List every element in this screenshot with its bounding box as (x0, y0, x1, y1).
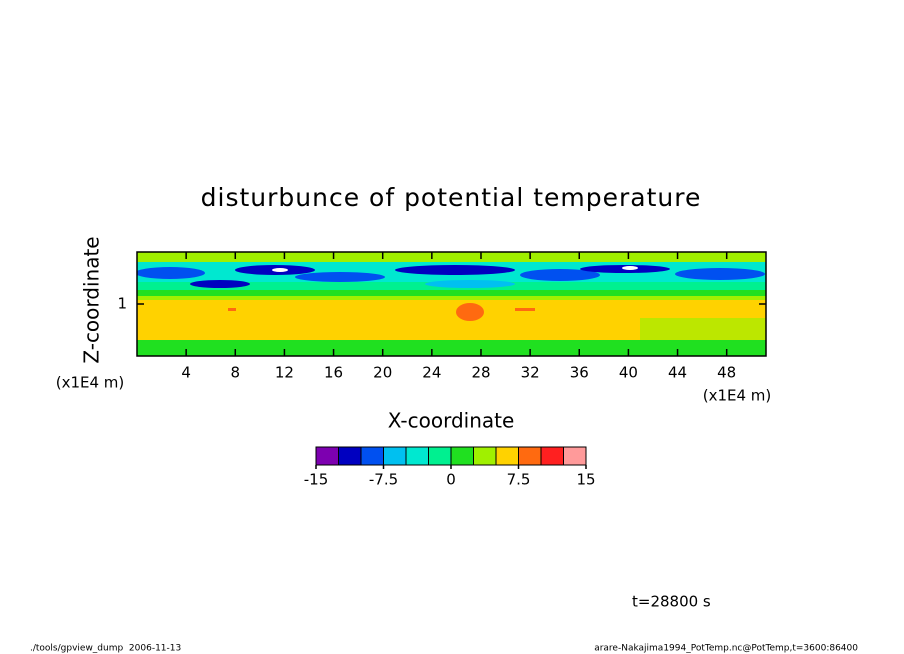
x-unit: (x1E4 m) (703, 387, 772, 405)
footer-right: arare-Nakajima1994_PotTemp.nc@PotTemp,t=… (594, 644, 858, 654)
colorbar-box (338, 446, 362, 466)
annotation: t=28800 s (632, 593, 711, 611)
colorbar-tick-label: -7.5 (369, 471, 398, 489)
x-tick-label: 48 (717, 364, 736, 382)
colorbar-box (495, 446, 519, 466)
colorbar-box (315, 446, 339, 466)
x-tick-label: 12 (275, 364, 294, 382)
y-tick-label: 1 (117, 295, 127, 313)
x-tick-label: 24 (422, 364, 441, 382)
colorbar-tick-label: 7.5 (507, 471, 531, 489)
x-tick-label: 20 (373, 364, 392, 382)
colorbar-box (428, 446, 452, 466)
x-tick-label: 16 (324, 364, 343, 382)
colorbar-box (450, 446, 474, 466)
colorbar-box (563, 446, 587, 466)
x-tick-label: 32 (521, 364, 540, 382)
x-tick-label: 28 (471, 364, 490, 382)
x-axis-label: X-coordinate (388, 409, 515, 433)
y-unit: (x1E4 m) (56, 374, 125, 392)
colorbar-tick-label: 0 (446, 471, 456, 489)
colorbar-tick-label: -15 (304, 471, 329, 489)
x-tick-label: 40 (619, 364, 638, 382)
x-tick-label: 44 (668, 364, 687, 382)
colorbar-box (405, 446, 429, 466)
contour-field (137, 252, 766, 356)
y-axis-label: Z-coordinate (80, 236, 104, 363)
x-tick-label: 4 (181, 364, 191, 382)
x-tick-label: 36 (570, 364, 589, 382)
colorbar-box (360, 446, 384, 466)
colorbar-box (383, 446, 407, 466)
footer-left: ./tools/gpview_dump 2006-11-13 (30, 644, 181, 654)
colorbar-box (540, 446, 564, 466)
colorbar-box (473, 446, 497, 466)
x-tick-label: 8 (231, 364, 241, 382)
chart-title: disturbunce of potential temperature (201, 183, 702, 212)
colorbar-box (518, 446, 542, 466)
colorbar-tick-label: 15 (576, 471, 595, 489)
